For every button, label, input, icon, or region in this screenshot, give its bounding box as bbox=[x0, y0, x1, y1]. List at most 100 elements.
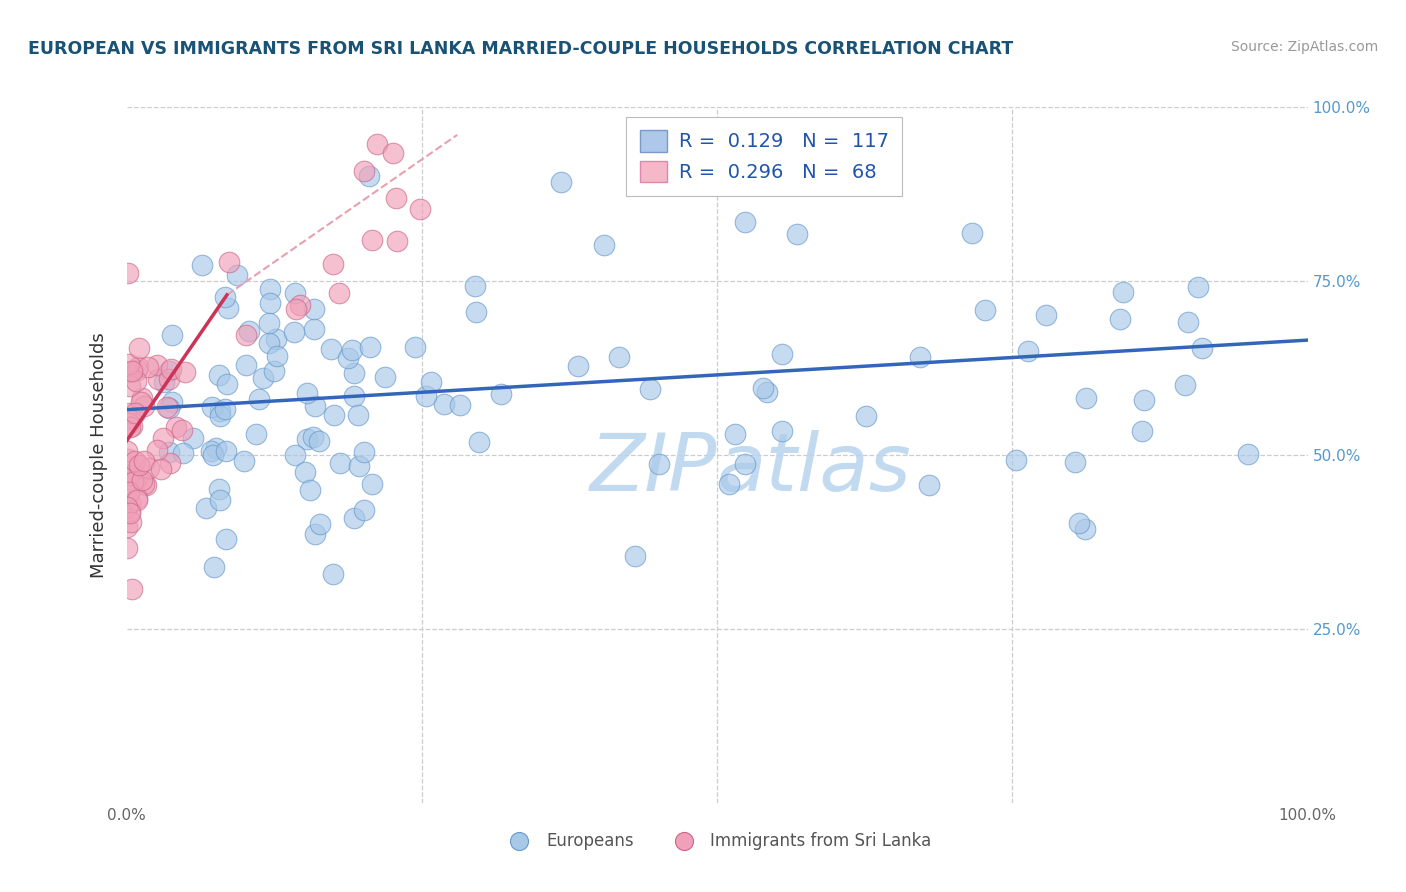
Point bbox=[125, 493, 148, 508]
Point bbox=[366, 136, 388, 151]
Point bbox=[385, 191, 408, 205]
Point bbox=[259, 283, 281, 297]
Point bbox=[208, 492, 231, 507]
Point bbox=[160, 328, 183, 343]
Point bbox=[166, 420, 188, 434]
Point bbox=[284, 302, 307, 317]
Point bbox=[1109, 312, 1132, 326]
Point bbox=[1005, 453, 1028, 467]
Point bbox=[336, 351, 359, 366]
Point bbox=[283, 325, 305, 339]
Point bbox=[153, 376, 176, 390]
Point bbox=[304, 399, 326, 413]
Point bbox=[288, 298, 311, 312]
Text: atlas: atlas bbox=[717, 430, 912, 508]
Point bbox=[301, 430, 323, 444]
Point bbox=[217, 301, 239, 316]
Point bbox=[170, 423, 193, 437]
Point bbox=[159, 362, 181, 376]
Point bbox=[181, 431, 204, 445]
Point bbox=[717, 477, 740, 491]
Point bbox=[121, 364, 143, 378]
Point bbox=[159, 371, 181, 385]
Point bbox=[381, 145, 404, 160]
Point bbox=[409, 202, 432, 216]
Point bbox=[593, 238, 616, 252]
Point bbox=[201, 400, 224, 414]
Point bbox=[194, 500, 217, 515]
Point bbox=[124, 454, 146, 468]
Point bbox=[247, 392, 270, 406]
Point bbox=[404, 340, 426, 354]
Point bbox=[304, 301, 326, 316]
Point bbox=[120, 419, 142, 434]
Point bbox=[135, 478, 157, 492]
Point bbox=[131, 395, 153, 409]
Point bbox=[464, 279, 486, 293]
Legend: Europeans, Immigrants from Sri Lanka: Europeans, Immigrants from Sri Lanka bbox=[496, 826, 938, 857]
Point bbox=[770, 424, 793, 438]
Point bbox=[138, 461, 160, 475]
Point bbox=[115, 412, 138, 426]
Point bbox=[1132, 392, 1154, 407]
Point bbox=[624, 549, 647, 563]
Point bbox=[304, 527, 326, 541]
Point bbox=[284, 286, 307, 301]
Point bbox=[200, 443, 222, 458]
Point bbox=[284, 448, 307, 462]
Point bbox=[468, 434, 491, 449]
Point bbox=[465, 305, 488, 319]
Point bbox=[208, 368, 231, 383]
Point bbox=[173, 365, 195, 379]
Point bbox=[294, 465, 316, 479]
Point bbox=[122, 475, 145, 490]
Point bbox=[1076, 392, 1098, 406]
Point bbox=[308, 434, 330, 449]
Point bbox=[353, 503, 375, 517]
Point bbox=[322, 257, 344, 271]
Point bbox=[208, 482, 231, 496]
Point bbox=[115, 444, 138, 458]
Point bbox=[118, 496, 141, 510]
Point bbox=[419, 376, 441, 390]
Point bbox=[121, 582, 143, 597]
Point bbox=[353, 163, 375, 178]
Point bbox=[786, 227, 808, 241]
Point bbox=[340, 343, 363, 358]
Point bbox=[118, 504, 141, 518]
Point bbox=[266, 349, 288, 363]
Point bbox=[118, 378, 141, 392]
Point bbox=[638, 382, 661, 396]
Point bbox=[118, 416, 141, 430]
Point bbox=[125, 491, 148, 505]
Point bbox=[121, 419, 143, 434]
Point bbox=[118, 357, 141, 371]
Point bbox=[208, 404, 231, 418]
Point bbox=[215, 532, 238, 546]
Point bbox=[359, 340, 381, 354]
Point bbox=[908, 351, 931, 365]
Point bbox=[204, 441, 226, 455]
Point bbox=[118, 406, 141, 420]
Point bbox=[117, 500, 139, 514]
Point bbox=[322, 566, 344, 581]
Point bbox=[125, 374, 148, 388]
Point bbox=[172, 446, 194, 460]
Point bbox=[118, 506, 141, 520]
Point bbox=[150, 462, 173, 476]
Point bbox=[974, 303, 997, 318]
Point bbox=[215, 377, 238, 392]
Point bbox=[257, 316, 280, 330]
Point bbox=[755, 384, 778, 399]
Point bbox=[432, 397, 454, 411]
Point bbox=[208, 409, 231, 423]
Point bbox=[138, 359, 160, 374]
Point bbox=[122, 473, 145, 487]
Point bbox=[118, 467, 141, 482]
Point bbox=[1236, 447, 1258, 461]
Point bbox=[117, 267, 139, 281]
Point bbox=[491, 387, 513, 401]
Point bbox=[157, 401, 180, 416]
Point bbox=[115, 520, 138, 534]
Point bbox=[159, 456, 181, 470]
